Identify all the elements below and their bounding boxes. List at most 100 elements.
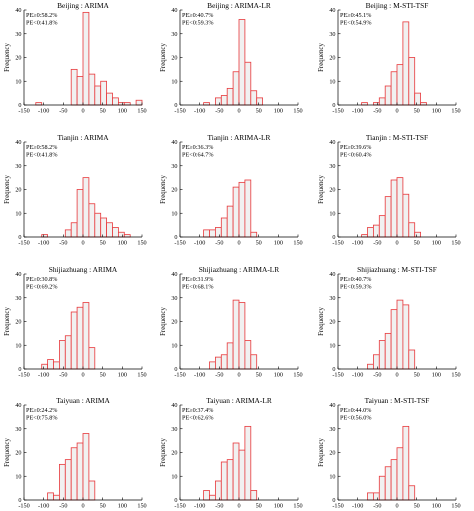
x-tick-label: 100 [432,503,441,510]
histogram-bar [53,494,60,501]
histogram-bar [238,181,246,238]
histogram-bar [214,480,222,501]
x-tick-label: 50 [100,240,106,247]
y-axis-label: Frequency [318,438,325,467]
x-tick-label: 150 [137,372,146,379]
histogram-bar [203,490,210,501]
y-tick-label: 30 [329,31,335,38]
histogram-bar [70,447,78,501]
histogram-panel: -150 -100 -50 0 50 100 150 0 10 20 30 40 Frequency Ta… [160,396,303,510]
y-tick-label: 40 [15,402,21,409]
y-tick-label: 40 [329,402,335,409]
x-tick-label: 0 [395,372,398,379]
x-tick-label: -100 [38,240,49,247]
histogram-bar [203,229,210,238]
histogram-bar [35,102,43,106]
histogram-bar [232,442,240,501]
histogram-bar [209,494,216,501]
histogram-bar [390,459,398,501]
y-tick-label: 10 [171,78,177,85]
histogram-bar [378,215,386,238]
histogram-panel: -150 -100 -50 0 50 100 150 0 10 20 30 40 Frequency Sh… [318,265,461,379]
y-tick-label: 10 [329,473,335,480]
chart-title: Tianjin : ARIMA [57,133,109,142]
pe-annotation: PE≥0:40.7% [182,12,213,19]
histogram-bar [244,340,252,370]
x-tick-label: 50 [100,108,106,115]
x-tick-label: 0 [237,108,240,115]
histogram-bar [232,186,240,238]
pe-annotation: PE≥0:37.4% [182,407,213,414]
chart-title: Taiyuan : M-STI-TSF [365,396,430,405]
x-tick-label: -150 [332,108,343,115]
pe-annotation: PE≥0:45.1% [340,12,371,19]
histogram-bar [414,231,422,238]
y-tick-label: 40 [171,139,177,146]
x-tick-label: 150 [293,240,302,247]
y-axis-label: Frequency [4,438,11,467]
y-tick-label: 10 [15,342,21,349]
y-axis-label: Frequency [4,43,11,72]
histogram-bar [88,480,96,501]
x-tick-label: 0 [81,240,84,247]
y-tick-label: 40 [15,7,21,14]
histogram-panel: -150 -100 -50 0 50 100 150 0 10 20 30 40 Frequency Ti… [318,133,461,247]
histogram-bar [250,354,258,370]
y-tick-label: 30 [329,163,335,170]
histogram-panel: -150 -100 -50 0 50 100 150 0 10 20 30 40 Frequency Be… [318,1,461,115]
x-tick-label: -50 [215,372,223,379]
histogram-bar [82,177,90,238]
x-tick-label: 150 [451,108,460,115]
x-tick-label: 100 [118,108,127,115]
histogram-bar [367,492,374,501]
y-tick-label: 10 [171,473,177,480]
y-tick-label: 0 [18,102,21,109]
pe-annotation: PE≥0:39.6% [340,144,371,151]
y-tick-label: 20 [171,319,177,326]
histogram-bar [396,299,404,370]
x-tick-label: 0 [81,372,84,379]
x-tick-label: -150 [332,503,343,510]
histogram-panel: -150 -100 -50 0 50 100 150 0 10 20 30 40 Frequency Be… [160,1,303,115]
x-tick-label: -150 [332,372,343,379]
x-tick-label: -50 [215,240,223,247]
y-tick-label: 40 [329,271,335,278]
x-tick-label: -50 [215,108,223,115]
histogram-bar [232,299,240,370]
histogram-bar [238,302,246,370]
y-axis-label: Frequency [318,43,325,72]
pe-annotation: PE≥0:44.0% [340,407,371,414]
histogram-bar [47,492,54,501]
histogram-bar [226,459,234,501]
y-tick-label: 30 [329,295,335,302]
x-tick-label: -150 [174,372,185,379]
y-tick-label: 20 [15,55,21,62]
pe-annotation: PE≥0:58.2% [26,144,57,151]
histogram-panel: -150 -100 -50 0 50 100 150 0 10 20 30 40 Frequency Ti… [4,133,147,247]
histogram-bar [384,332,392,370]
x-tick-label: 50 [256,108,262,115]
y-tick-label: 20 [15,187,21,194]
y-tick-label: 20 [171,450,177,457]
histogram-bar [390,71,398,106]
y-tick-label: 30 [329,426,335,433]
x-tick-label: -100 [38,108,49,115]
x-tick-label: -50 [59,372,67,379]
x-tick-label: 0 [81,503,84,510]
x-tick-label: 100 [118,372,127,379]
y-tick-label: 40 [171,402,177,409]
histogram-bar [390,179,398,238]
pe-annotation: PE≥0:36.3% [182,144,213,151]
histogram-bar [220,461,228,501]
x-tick-label: -150 [18,108,29,115]
y-tick-label: 20 [329,187,335,194]
pe-annotation: PE≥0:30.8% [26,276,57,283]
histogram-bar [378,340,386,370]
histogram-bar [378,97,386,106]
x-tick-label: 100 [118,240,127,247]
histogram-bar [390,309,398,370]
histogram-bar [372,492,380,501]
x-tick-label: 100 [118,503,127,510]
x-tick-label: 0 [395,503,398,510]
histogram-bar [232,71,240,106]
